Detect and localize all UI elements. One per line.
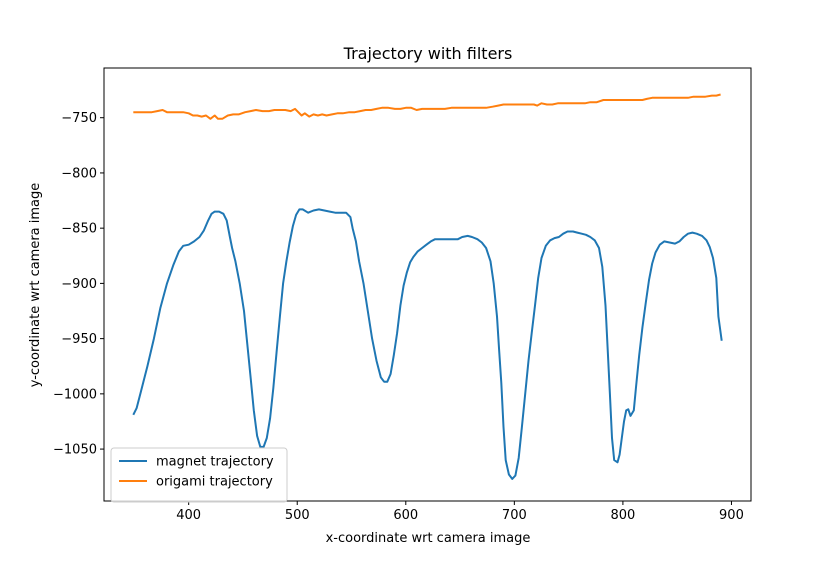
y-tick-label: −900	[61, 277, 97, 292]
y-axis-ticks: −750 −800 −850 −900 −950 −1000 −1050	[53, 111, 104, 458]
x-tick-label: 500	[285, 508, 310, 523]
y-tick-label: −850	[61, 222, 97, 237]
legend-label-0: magnet trajectory	[156, 455, 274, 470]
series-line-1	[133, 93, 721, 120]
y-tick-label: −950	[61, 332, 97, 347]
y-tick-label: −750	[61, 111, 97, 126]
legend-box	[110, 447, 288, 503]
legend-label-1: origami trajectory	[156, 475, 273, 490]
x-tick-label: 900	[719, 508, 744, 523]
plot-lines	[132, 93, 723, 480]
y-tick-label: −1050	[53, 443, 97, 458]
axes-frame	[103, 67, 752, 502]
x-tick-label: 700	[502, 508, 527, 523]
x-axis-label: x-coordinate wrt camera image	[326, 531, 531, 546]
y-tick-label: −800	[61, 166, 97, 181]
x-axis-ticks: 400 500 600 700 800 900	[176, 501, 744, 523]
chart-title: Trajectory with filters	[343, 44, 513, 63]
x-tick-label: 600	[393, 508, 418, 523]
y-axis-label: y-coordinate wrt camera image	[28, 183, 43, 388]
x-tick-label: 800	[610, 508, 635, 523]
legend: magnet trajectory origami trajectory	[110, 447, 288, 503]
x-tick-label: 400	[176, 508, 201, 523]
plot-area-border	[103, 67, 752, 502]
series-line-0	[132, 208, 723, 480]
y-tick-label: −1000	[53, 387, 97, 402]
